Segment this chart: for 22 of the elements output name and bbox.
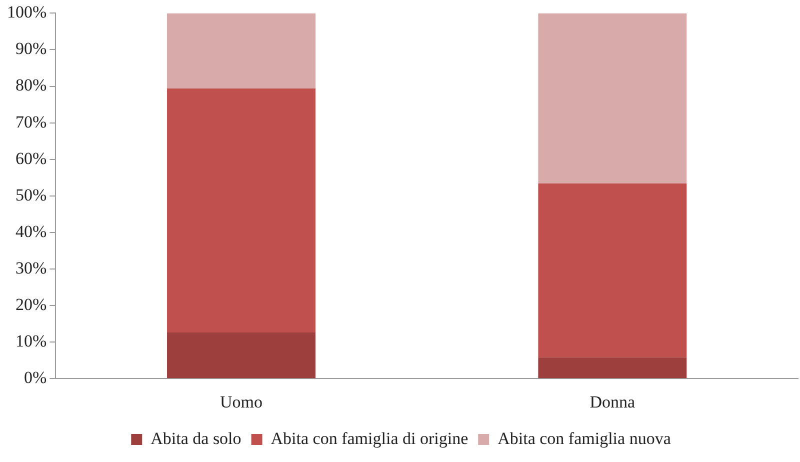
y-tick-label: 90%: [15, 39, 47, 58]
y-tick-label: 70%: [15, 112, 47, 132]
y-tick-label: 10%: [15, 332, 47, 351]
x-tick-label: Uomo: [220, 392, 262, 412]
y-tick-label: 30%: [15, 258, 47, 278]
y-tick-label: 0%: [24, 368, 47, 388]
x-tick-label: Donna: [590, 392, 636, 412]
y-tick-label: 100%: [6, 2, 47, 22]
legend-label: Abita da solo: [150, 428, 242, 448]
y-tick-label: 80%: [15, 76, 47, 95]
bar: [538, 357, 687, 378]
bar: [538, 13, 687, 184]
y-tick-label: 60%: [15, 148, 47, 168]
y-tick-label: 20%: [15, 294, 47, 314]
legend-label: Abita con famiglia nuova: [498, 428, 672, 448]
y-tick-label: 50%: [15, 185, 47, 204]
bar: [538, 183, 687, 358]
legend-label: Abita con famiglia di origine: [270, 428, 468, 448]
bar: [167, 332, 316, 378]
bar: [167, 13, 316, 88]
bar: [167, 88, 316, 333]
y-tick-label: 40%: [15, 222, 47, 241]
